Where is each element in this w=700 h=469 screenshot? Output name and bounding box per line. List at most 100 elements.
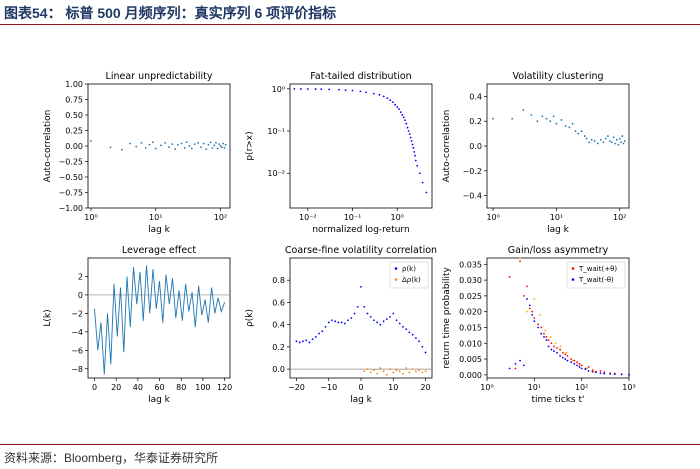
data-point — [620, 141, 622, 144]
x-tick-label: −20 — [288, 383, 305, 392]
plot-frame — [87, 257, 231, 379]
data-point — [424, 370, 427, 373]
data-point — [416, 164, 419, 167]
y-axis-label: Auto-correlation — [43, 110, 53, 183]
data-point — [205, 148, 208, 151]
y-tick-label: 0.020 — [459, 308, 482, 317]
data-point — [609, 140, 611, 142]
y-tick-label: 0.75 — [65, 96, 83, 105]
data-point — [522, 294, 525, 297]
data-point — [414, 337, 417, 339]
y-tick-label: −8 — [71, 365, 83, 374]
data-point — [392, 371, 395, 374]
data-point — [533, 320, 536, 323]
data-point — [514, 362, 517, 365]
data-point — [337, 321, 340, 324]
data-point — [298, 341, 301, 344]
x-tick-label: 10 — [388, 383, 398, 392]
data-point — [293, 88, 296, 90]
data-point — [414, 159, 417, 162]
data-point — [556, 347, 558, 349]
data-point — [559, 345, 562, 348]
data-point — [389, 315, 391, 318]
data-point — [407, 130, 410, 132]
data-point — [578, 366, 581, 368]
data-point — [591, 369, 594, 372]
y-tick-label: −0.2 — [463, 167, 482, 176]
data-point — [299, 88, 302, 90]
data-point — [185, 141, 188, 144]
data-point — [613, 373, 616, 376]
y-tick-label: 0.6 — [272, 298, 285, 307]
data-point — [197, 142, 199, 144]
y-tick-label: 2 — [78, 272, 83, 281]
series-line — [94, 265, 226, 375]
data-point — [406, 126, 409, 129]
data-point — [306, 88, 309, 90]
y-tick-label: 0 — [78, 291, 83, 300]
data-point — [555, 122, 558, 125]
plot-frame — [289, 83, 433, 209]
x-tick-label: 10¹ — [528, 383, 541, 392]
data-point — [545, 336, 548, 338]
chart-title: Leverage effect — [122, 245, 197, 256]
y-tick-label: 1.00 — [65, 80, 83, 89]
data-point — [389, 99, 392, 102]
data-point — [223, 146, 226, 149]
data-point — [90, 140, 92, 142]
data-point — [621, 135, 624, 137]
y-tick-label: 0.0 — [469, 142, 482, 151]
y-tick-label: −0.75 — [58, 189, 83, 198]
data-point — [389, 368, 391, 371]
data-point — [394, 103, 397, 106]
y-tick-label: 0.025 — [459, 292, 482, 301]
y-tick-label: 0.0 — [272, 365, 285, 374]
data-point — [405, 367, 408, 369]
data-point — [320, 88, 323, 91]
data-point — [566, 359, 569, 362]
figure-header: 图表54： 标普 500 月频序列：真实序列 6 项评价指标 — [0, 0, 700, 24]
header-rule — [0, 24, 700, 25]
data-point — [519, 359, 521, 362]
data-point — [351, 89, 354, 92]
data-point — [543, 332, 545, 335]
data-point — [379, 323, 382, 326]
data-point — [586, 367, 588, 370]
data-point — [554, 342, 557, 345]
data-point — [154, 147, 157, 150]
legend-marker — [571, 267, 575, 270]
y-tick-label: −1.00 — [58, 204, 83, 213]
data-point — [528, 304, 531, 307]
data-point — [140, 142, 143, 144]
data-point — [570, 358, 573, 360]
data-point — [408, 133, 411, 135]
data-point — [599, 370, 602, 372]
data-point — [547, 345, 550, 348]
data-point — [583, 135, 586, 137]
chart-title: Gain/loss asymmetry — [508, 245, 609, 256]
legend-box — [389, 261, 429, 289]
legend-marker — [571, 278, 575, 281]
data-point — [177, 143, 179, 146]
data-point — [202, 142, 205, 145]
data-point — [222, 142, 225, 145]
x-tick-label: 10³ — [622, 383, 635, 392]
footer-rule — [0, 444, 700, 445]
x-tick-label: 10¹ — [550, 213, 563, 222]
data-point — [218, 143, 220, 146]
data-point — [556, 351, 558, 354]
data-point — [553, 350, 555, 353]
data-point — [343, 322, 346, 325]
y-axis-label: Auto-correlation — [442, 110, 452, 183]
x-tick-label: 0 — [358, 383, 363, 392]
legend-label: Δρ(k) — [402, 276, 421, 284]
data-point — [566, 354, 569, 357]
data-point — [565, 351, 568, 354]
data-point — [193, 143, 196, 146]
data-point — [224, 143, 227, 146]
data-point — [576, 364, 578, 367]
data-point — [421, 345, 424, 348]
chart-title: Linear unpredictability — [106, 71, 213, 82]
data-point — [602, 141, 605, 144]
